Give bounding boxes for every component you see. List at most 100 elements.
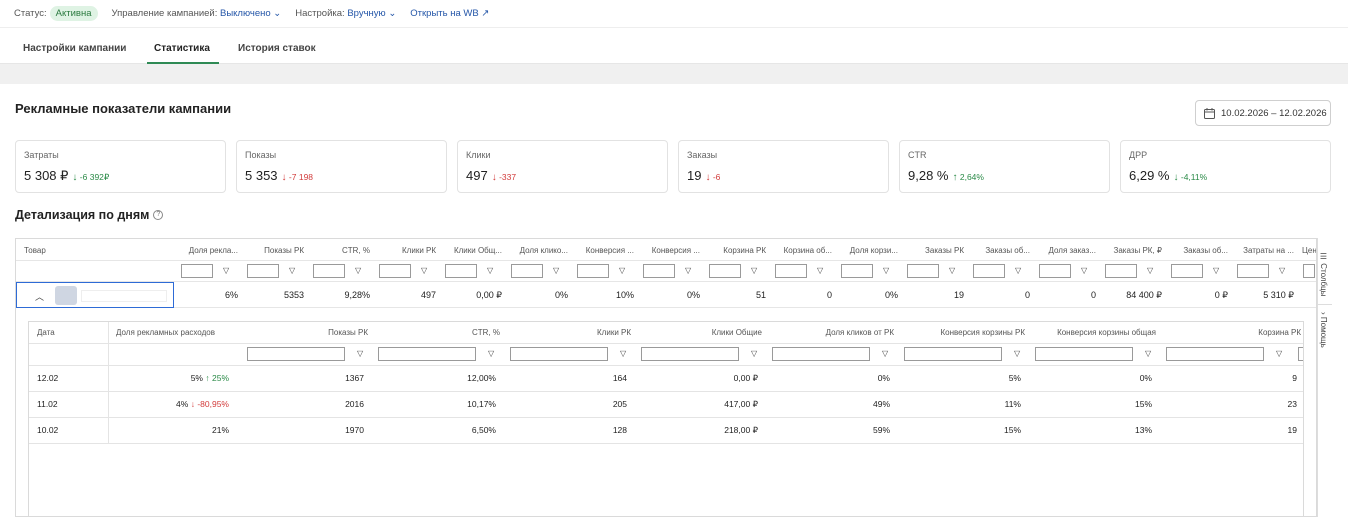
column-header[interactable]: Затраты на ... [1243,246,1294,255]
filter-icon[interactable]: ▽ [488,349,495,358]
column-header[interactable]: CTR, % [472,328,500,337]
column-header[interactable]: Конверсия корзины общая [1057,328,1156,337]
row-divider [29,443,1303,444]
column-header[interactable]: Клики РК [597,328,631,337]
filter-input[interactable] [1303,264,1315,278]
filter-input[interactable] [841,264,873,278]
tab-bid-history[interactable]: История ставок [238,43,316,54]
tab-campaign-settings[interactable]: Настройки кампании [23,43,127,54]
filter-input[interactable] [709,264,741,278]
filter-input[interactable] [379,264,411,278]
filter-input[interactable] [1039,264,1071,278]
filter-input[interactable] [775,264,807,278]
cell-value: 13% [1134,425,1152,435]
column-header[interactable]: Дата [37,328,55,337]
filter-input[interactable] [1105,264,1137,278]
filter-input[interactable] [313,264,345,278]
filter-input[interactable] [1298,347,1303,361]
cell-value: 19 [953,290,964,300]
filter-icon[interactable]: ▽ [553,266,560,275]
filter-icon[interactable]: ▽ [223,266,230,275]
column-header[interactable]: Доля клико... [519,246,568,255]
filter-icon[interactable]: ▽ [1081,266,1088,275]
column-header[interactable]: Клики Общие [711,328,762,337]
filter-input[interactable] [510,347,608,361]
filter-icon[interactable]: ▽ [817,266,824,275]
filter-input[interactable] [247,264,279,278]
filter-input[interactable] [643,264,675,278]
filter-icon[interactable]: ▽ [685,266,692,275]
filter-input[interactable] [973,264,1005,278]
column-header[interactable]: Доля кликов от РК [825,328,894,337]
column-header[interactable]: Конверсия ... [651,246,700,255]
section-title: Рекламные показатели кампании [15,101,232,116]
filter-icon[interactable]: ▽ [487,266,494,275]
column-header[interactable]: Корзина РК [723,246,766,255]
column-header[interactable]: Заказы РК [925,246,964,255]
column-header[interactable]: Цен [1302,246,1317,255]
column-header[interactable]: Корзина об... [783,246,832,255]
filter-icon[interactable]: ▽ [751,349,758,358]
column-header[interactable]: CTR, % [342,246,370,255]
column-header[interactable]: Доля рекламных расходов [116,328,215,337]
column-header[interactable]: Показы РК [328,328,368,337]
filter-input[interactable] [378,347,476,361]
filter-icon[interactable]: ▽ [1015,266,1022,275]
filter-icon[interactable]: ▽ [1145,349,1152,358]
filter-icon[interactable]: ▽ [619,266,626,275]
campaign-management-dropdown[interactable]: Управление кампанией: Выключено ⌄ [111,8,282,19]
filter-input[interactable] [907,264,939,278]
filter-input[interactable] [772,347,870,361]
filter-icon[interactable]: ▽ [882,349,889,358]
filter-input[interactable] [511,264,543,278]
share-value: 5% [190,373,203,383]
filter-input[interactable] [1166,347,1264,361]
filter-input[interactable] [904,347,1002,361]
filter-input[interactable] [445,264,477,278]
product-cell[interactable]: ︿ [16,282,174,308]
filter-input[interactable] [641,347,739,361]
column-header[interactable]: Доля заказ... [1048,246,1097,255]
filter-icon[interactable]: ▽ [949,266,956,275]
filter-icon[interactable]: ▽ [1213,266,1220,275]
column-header[interactable]: Конверсия ... [585,246,634,255]
column-header[interactable]: Заказы об... [985,246,1030,255]
filter-input[interactable] [1237,264,1269,278]
cell-value: 1367 [345,373,364,383]
columns-toggle[interactable]: ☰ Столбцы [1319,252,1328,297]
column-header[interactable]: Показы РК [264,246,304,255]
setting-dropdown[interactable]: Настройка: Вручную ⌄ [295,8,397,19]
metric-delta: ↓ -6 392₽ [72,172,110,183]
filter-input[interactable] [1035,347,1133,361]
filter-icon[interactable]: ▽ [1279,266,1286,275]
column-header[interactable]: Доля корзи... [849,246,898,255]
open-wb-link[interactable]: Открыть на WB ↗ [410,8,490,19]
filter-icon[interactable]: ▽ [751,266,758,275]
column-header[interactable]: Заказы об... [1183,246,1228,255]
column-header[interactable]: Клики РК [402,246,436,255]
filter-icon[interactable]: ▽ [1147,266,1154,275]
filter-icon[interactable]: ▽ [883,266,890,275]
filter-icon[interactable]: ▽ [620,349,627,358]
filter-input[interactable] [577,264,609,278]
filter-icon[interactable]: ▽ [1276,349,1283,358]
help-icon[interactable]: ? [153,210,164,220]
filter-icon[interactable]: ▽ [421,266,428,275]
date-range-picker[interactable]: 10.02.2026 – 12.02.2026 [1195,100,1331,126]
column-header[interactable]: Корзина РК [1258,328,1301,337]
filter-icon[interactable]: ▽ [1014,349,1021,358]
filter-input[interactable] [1171,264,1203,278]
column-header[interactable]: Клики Общ... [453,246,502,255]
filter-icon[interactable]: ▽ [357,349,364,358]
share-cell: 21% [111,425,229,435]
column-header[interactable]: Доля рекла... [188,246,238,255]
filter-input[interactable] [247,347,345,361]
filter-icon[interactable]: ▽ [355,266,362,275]
column-header[interactable]: Заказы РК, ₽ [1113,246,1163,255]
tab-statistics[interactable]: Статистика [154,43,210,54]
help-toggle[interactable]: › Помощь [1319,312,1328,348]
collapse-chevron-icon[interactable]: ︿ [35,292,45,302]
column-header[interactable]: Конверсия корзины РК [940,328,1025,337]
filter-icon[interactable]: ▽ [289,266,296,275]
filter-input[interactable] [181,264,213,278]
